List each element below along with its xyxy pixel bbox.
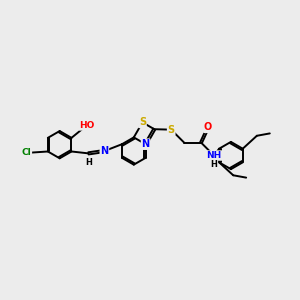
- Text: S: S: [168, 125, 175, 135]
- Text: O: O: [204, 122, 212, 132]
- Text: NH: NH: [206, 151, 222, 160]
- Text: N: N: [142, 139, 150, 149]
- Text: HO: HO: [79, 121, 94, 130]
- Text: H: H: [85, 158, 92, 167]
- Text: Cl: Cl: [22, 148, 32, 157]
- Text: N: N: [100, 146, 109, 156]
- Text: S: S: [139, 117, 146, 128]
- Text: H: H: [211, 160, 218, 169]
